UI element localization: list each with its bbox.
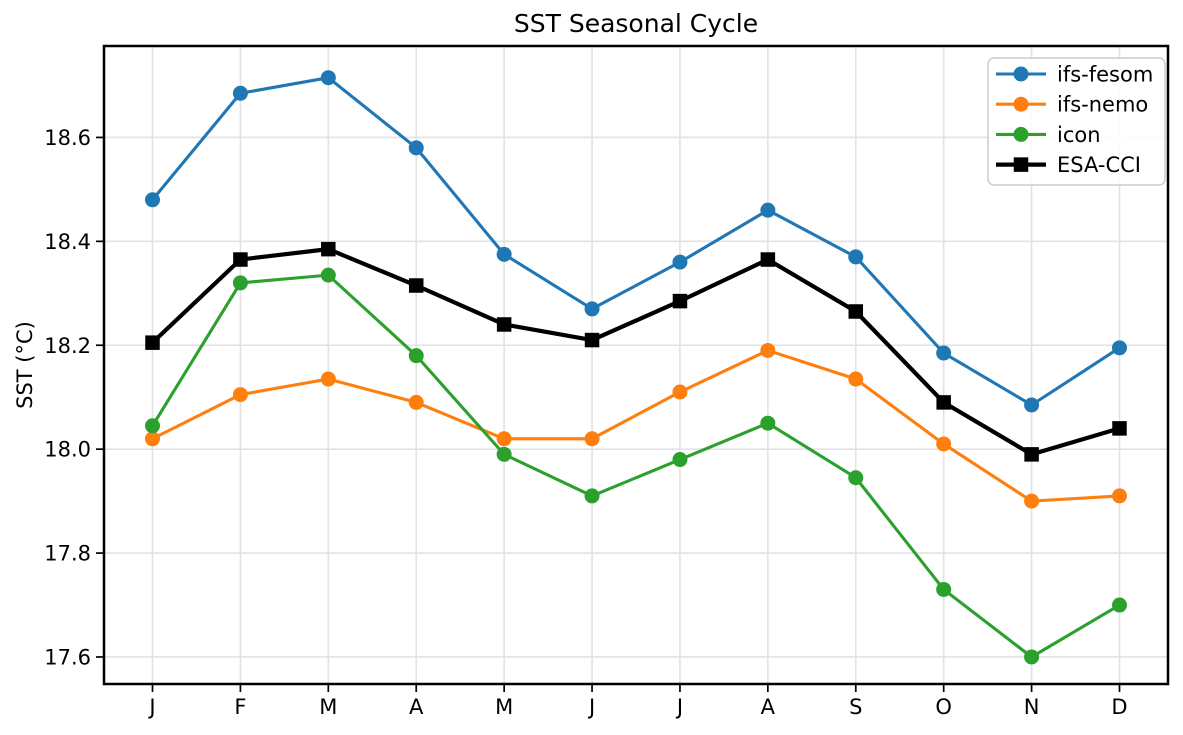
x-tick-label: A xyxy=(761,695,776,719)
marker-circle-ifs-fesom xyxy=(1112,340,1127,356)
marker-circle-icon xyxy=(1112,597,1127,613)
y-tick-label: 17.6 xyxy=(44,645,91,669)
y-tick-label: 18.6 xyxy=(44,126,91,150)
marker-circle-icon xyxy=(496,446,512,462)
y-axis-label: SST (°C) xyxy=(13,321,37,409)
legend-label: icon xyxy=(1057,123,1101,147)
legend-label: ifs-nemo xyxy=(1057,93,1148,117)
marker-circle-ifs-fesom xyxy=(145,192,160,208)
marker-square-ESA-CCI xyxy=(936,395,951,410)
marker-square-ESA-CCI xyxy=(672,293,688,309)
x-tick-label: J xyxy=(147,695,155,719)
marker-circle-ifs-fesom xyxy=(408,140,424,156)
series-line-ifs-fesom xyxy=(150,76,1122,407)
marker-square-ESA-CCI xyxy=(1024,447,1039,462)
marker-circle-ifs-nemo xyxy=(760,342,776,358)
marker-square-ESA-CCI xyxy=(321,241,336,257)
legend-label: ifs-fesom xyxy=(1057,63,1153,87)
marker-square-ESA-CCI xyxy=(760,252,776,267)
marker-circle-ifs-fesom xyxy=(936,345,952,361)
x-tick-label: S xyxy=(849,695,862,719)
y-tick-label: 18.0 xyxy=(44,438,91,462)
marker-circle-icon xyxy=(145,418,160,434)
marker-circle-icon xyxy=(1024,649,1040,665)
legend-item-ifs-nemo: ifs-nemo xyxy=(996,93,1148,117)
marker-square-ESA-CCI xyxy=(408,278,424,293)
legend-item-ifs-fesom: ifs-fesom xyxy=(996,63,1153,87)
x-tick-label: D xyxy=(1111,695,1127,719)
x-tick-label: O xyxy=(935,695,952,719)
marker-circle-ifs-nemo xyxy=(496,431,512,447)
marker-square-ESA-CCI xyxy=(848,304,864,319)
marker-circle-ifs-nemo xyxy=(584,431,600,447)
marker-circle-ifs-fesom xyxy=(496,246,512,262)
chart-title: SST Seasonal Cycle xyxy=(514,9,758,38)
marker-circle-icon xyxy=(232,275,248,291)
series-line-icon xyxy=(150,273,1122,659)
marker-circle-icon xyxy=(760,415,776,431)
legend-label: ESA-CCI xyxy=(1057,153,1141,177)
marker-circle-ifs-nemo xyxy=(145,431,160,447)
series-icon xyxy=(145,267,1127,665)
series-line-ifs-nemo xyxy=(150,348,1122,503)
plot-border xyxy=(102,44,1170,686)
legend-marker-square xyxy=(1013,157,1029,172)
marker-circle-icon xyxy=(848,470,864,486)
x-tick-label: N xyxy=(1024,695,1040,719)
series-line-ESA-CCI xyxy=(150,247,1122,457)
marker-circle-ifs-nemo xyxy=(320,371,336,387)
marker-circle-icon xyxy=(408,348,424,364)
marker-square-ESA-CCI xyxy=(1112,421,1127,436)
y-tick-label: 18.2 xyxy=(44,334,91,358)
marker-circle-ifs-nemo xyxy=(408,394,424,410)
series-ifs-fesom xyxy=(145,70,1127,413)
marker-square-ESA-CCI xyxy=(584,332,600,348)
x-tick-label: M xyxy=(495,695,513,719)
y-tick-label: 18.4 xyxy=(44,230,91,254)
marker-circle-ifs-nemo xyxy=(232,387,248,403)
marker-circle-ifs-nemo xyxy=(936,436,952,452)
marker-circle-icon xyxy=(936,581,952,597)
y-tick-label: 17.8 xyxy=(44,542,91,566)
x-tick-label: M xyxy=(319,695,337,719)
marker-circle-ifs-nemo xyxy=(1112,488,1127,504)
marker-circle-ifs-fesom xyxy=(672,254,688,270)
legend-marker-circle xyxy=(1013,96,1029,112)
marker-circle-ifs-fesom xyxy=(1024,397,1040,413)
marker-circle-ifs-nemo xyxy=(848,371,864,387)
series-layer xyxy=(145,70,1127,665)
legend-item-ESA-CCI: ESA-CCI xyxy=(996,153,1141,177)
marker-circle-icon xyxy=(672,452,688,468)
legend-item-icon: icon xyxy=(996,123,1101,147)
marker-circle-icon xyxy=(320,267,336,283)
marker-circle-ifs-fesom xyxy=(584,301,600,317)
legend: ifs-fesom ifs-nemo icon ESA-CCI xyxy=(987,57,1166,186)
marker-circle-ifs-fesom xyxy=(848,249,864,265)
series-ESA-CCI xyxy=(145,241,1127,462)
marker-square-ESA-CCI xyxy=(233,252,248,267)
marker-circle-ifs-fesom xyxy=(232,85,248,101)
x-tick-label: J xyxy=(587,695,595,719)
marker-circle-ifs-nemo xyxy=(672,384,688,400)
marker-circle-icon xyxy=(584,488,600,504)
marker-square-ESA-CCI xyxy=(145,335,160,350)
marker-circle-ifs-fesom xyxy=(760,202,776,218)
x-tick-label: J xyxy=(675,695,683,719)
axes-layer: J F M A M J J A S O N D 17.6 17.8 18.0 18.2 18.4 18.6 xyxy=(44,44,1170,719)
marker-square-ESA-CCI xyxy=(496,317,512,332)
legend-marker-circle xyxy=(1013,126,1029,142)
marker-circle-ifs-fesom xyxy=(320,70,336,86)
marker-circle-ifs-nemo xyxy=(1024,493,1040,509)
x-tick-label: A xyxy=(409,695,424,719)
series-ifs-nemo xyxy=(145,342,1127,509)
legend-box xyxy=(987,57,1166,186)
x-tick-label: F xyxy=(234,695,246,719)
legend-marker-circle xyxy=(1013,66,1029,82)
